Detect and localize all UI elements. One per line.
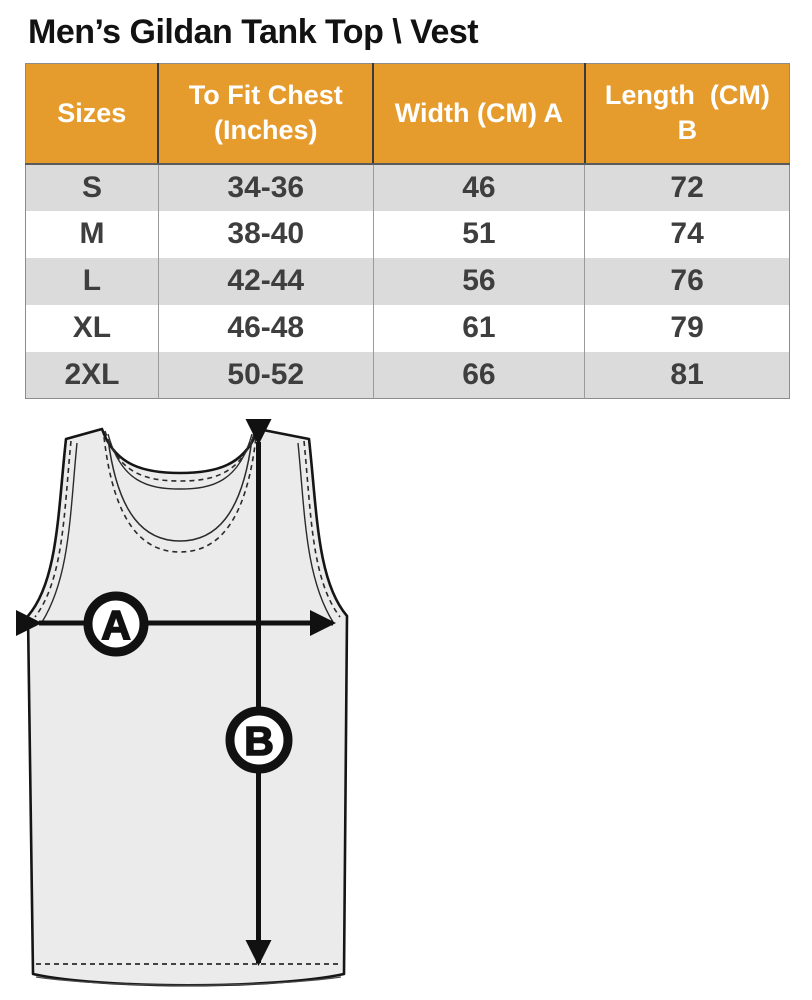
front-scoop-stitch-dashed [103,436,257,553]
chest-cell: 50-52 [157,351,374,399]
table-row: M 38-40 51 74 [25,210,790,258]
width-label: A [101,602,131,648]
width-cell: 66 [372,351,585,399]
chest-cell: 38-40 [157,210,374,258]
width-label-circle [83,591,149,657]
table-row: S 34-36 46 72 [25,163,790,211]
front-scoop-seam [107,438,253,542]
size-cell: M [25,210,159,258]
col-header-sizes: Sizes [25,63,159,165]
col-header-width: Width (CM) A [372,63,585,165]
size-cell: 2XL [25,351,159,399]
left-armhole-stitch-dashed [34,440,72,618]
table-row: 2XL 50-52 66 81 [25,351,790,399]
vest-outline [26,427,349,987]
size-cell: S [25,163,159,211]
width-cell: 46 [372,163,585,211]
table-header-row: Sizes To Fit Chest (Inches) Width (CM) A… [25,63,790,165]
size-cell: XL [25,304,159,352]
length-label-circle [225,706,293,774]
size-cell: L [25,257,159,305]
length-cell: 74 [584,210,790,258]
size-table: Sizes To Fit Chest (Inches) Width (CM) A… [25,63,790,399]
chest-cell: 42-44 [157,257,374,305]
length-cell: 81 [584,351,790,399]
page-title: Men’s Gildan Tank Top \ Vest [28,13,479,51]
width-cell: 61 [372,304,585,352]
hem-fold-line [35,976,342,986]
width-cell: 51 [372,210,585,258]
table-row: XL 46-48 61 79 [25,304,790,352]
neckline-stitch-dashed [104,430,256,482]
chest-cell: 46-48 [157,304,374,352]
tank-top-illustration: A B [16,419,349,987]
length-cell: 79 [584,304,790,352]
col-header-chest: To Fit Chest (Inches) [157,63,374,165]
width-cell: 56 [372,257,585,305]
length-cell: 76 [584,257,790,305]
tank-top-diagram: A B [0,411,812,1000]
right-armhole-inner-edge [297,442,334,623]
neckline-inner-edge [107,433,253,490]
left-armhole-inner-edge [41,442,78,623]
col-header-length: Length (CM) B [583,63,790,165]
length-cell: 72 [584,163,790,211]
length-label: B [244,718,274,764]
chest-cell: 34-36 [157,163,374,211]
right-armhole-stitch-dashed [303,440,341,618]
table-row: L 42-44 56 76 [25,257,790,305]
